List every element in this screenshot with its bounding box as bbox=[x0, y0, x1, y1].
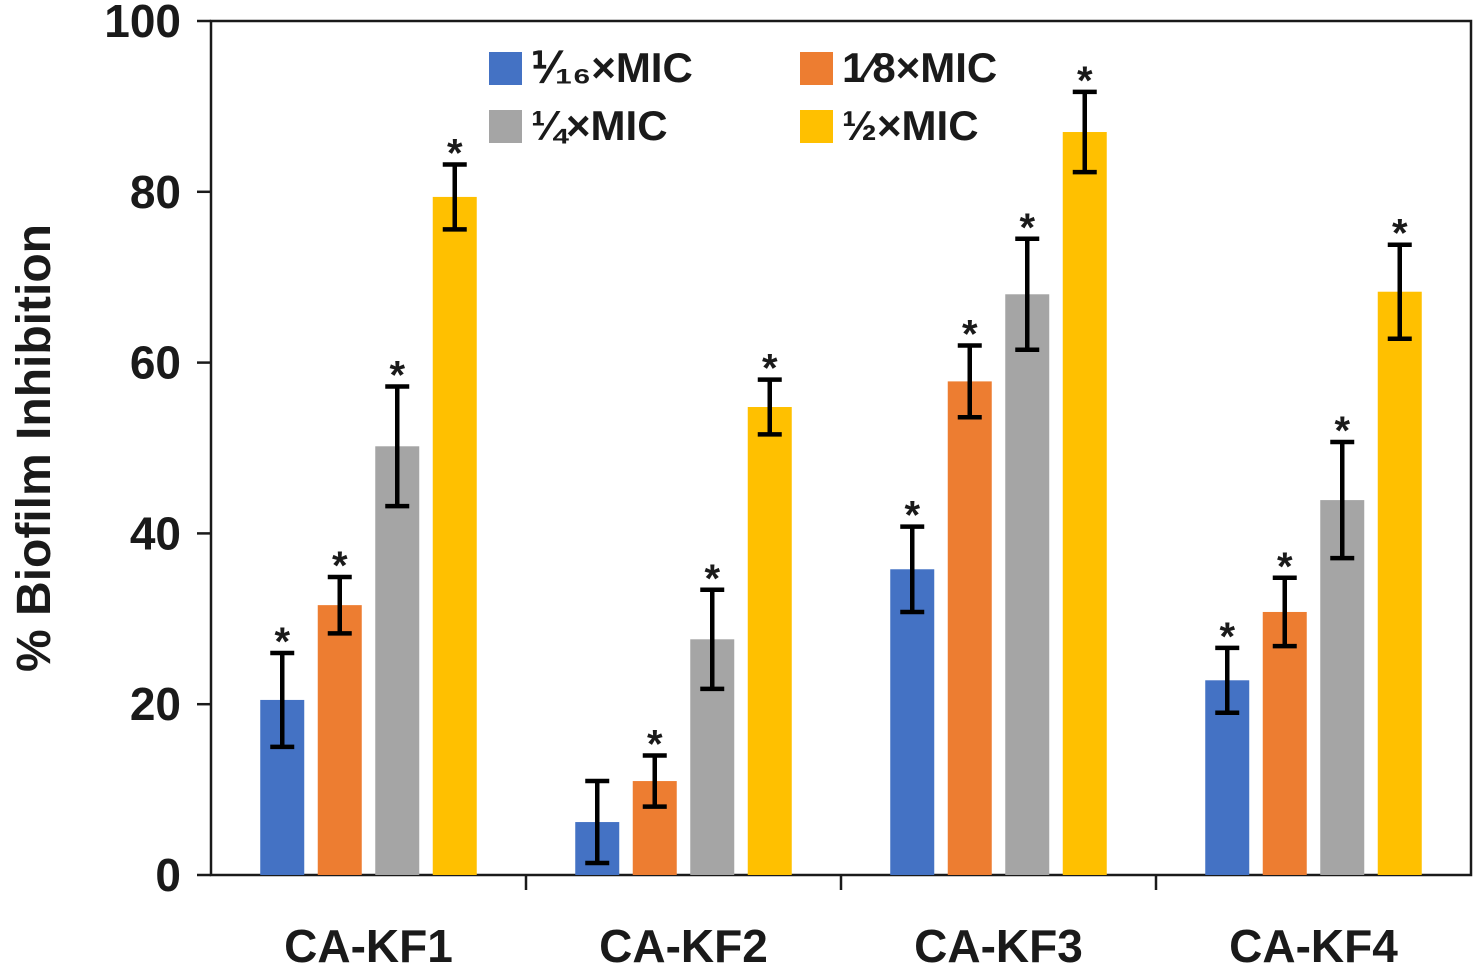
error-bar bbox=[900, 524, 925, 615]
significance-marker: * bbox=[1277, 545, 1293, 589]
y-tick-label: 0 bbox=[155, 849, 181, 901]
y-tick-label: 40 bbox=[130, 507, 181, 559]
legend-swatch bbox=[800, 110, 833, 143]
x-category-label: CA-KF4 bbox=[1229, 920, 1398, 972]
legend-label: ⅟₁₆×MIC bbox=[531, 44, 693, 91]
error-bar bbox=[585, 778, 610, 866]
legend-swatch bbox=[489, 52, 522, 85]
error-bar bbox=[1330, 439, 1355, 561]
error-bar bbox=[1072, 89, 1097, 175]
error-bar bbox=[327, 574, 352, 636]
bar bbox=[317, 605, 362, 875]
bar bbox=[1005, 294, 1050, 875]
legend-label: ½×MIC bbox=[842, 102, 979, 149]
error-bar bbox=[700, 587, 725, 692]
legend-label: ¼×MIC bbox=[531, 102, 668, 149]
error-bar bbox=[1272, 575, 1297, 649]
bar bbox=[1062, 132, 1107, 875]
error-bar bbox=[757, 377, 782, 437]
y-axis-title: % Biofilm Inhibition bbox=[8, 224, 61, 672]
bar bbox=[947, 381, 992, 875]
error-bar bbox=[1215, 645, 1240, 715]
x-category-label: CA-KF3 bbox=[914, 920, 1083, 972]
significance-marker: * bbox=[1334, 409, 1350, 453]
error-bar bbox=[270, 650, 295, 750]
y-tick-label: 80 bbox=[130, 166, 181, 218]
bar bbox=[1262, 611, 1307, 875]
legend-item: ½×MIC bbox=[800, 102, 979, 149]
significance-marker: * bbox=[389, 354, 405, 398]
legend-item: ¼×MIC bbox=[489, 102, 668, 149]
significance-marker: * bbox=[647, 722, 663, 766]
error-bar bbox=[957, 343, 982, 420]
significance-marker: * bbox=[904, 494, 920, 538]
bar bbox=[1320, 500, 1365, 875]
significance-marker: * bbox=[447, 131, 463, 175]
significance-marker: * bbox=[332, 544, 348, 588]
legend-swatch bbox=[800, 52, 833, 85]
x-category-label: CA-KF2 bbox=[599, 920, 768, 972]
y-tick-label: 20 bbox=[130, 678, 181, 730]
x-category-label: CA-KF1 bbox=[284, 920, 453, 972]
bar bbox=[375, 446, 420, 875]
significance-marker: * bbox=[762, 347, 778, 391]
error-bar bbox=[1387, 242, 1412, 341]
significance-marker: * bbox=[704, 557, 720, 601]
significance-marker: * bbox=[1392, 212, 1408, 256]
legend-item: ⅟₁₆×MIC bbox=[489, 44, 693, 91]
significance-marker: * bbox=[1019, 206, 1035, 250]
legend-item: 1⁄8×MIC bbox=[800, 44, 997, 91]
error-bar bbox=[385, 384, 410, 509]
bar bbox=[747, 407, 792, 875]
error-bar bbox=[1015, 236, 1040, 353]
bar bbox=[890, 569, 935, 875]
error-bar bbox=[642, 753, 667, 809]
significance-marker: * bbox=[274, 620, 290, 664]
bar bbox=[1377, 291, 1422, 875]
y-tick-label: 100 bbox=[104, 0, 181, 47]
y-tick-label: 60 bbox=[130, 337, 181, 389]
significance-marker: * bbox=[1219, 615, 1235, 659]
bar bbox=[432, 196, 477, 875]
legend-swatch bbox=[489, 110, 522, 143]
significance-marker: * bbox=[1077, 59, 1093, 103]
legend-label: 1⁄8×MIC bbox=[842, 44, 997, 91]
significance-marker: * bbox=[962, 313, 978, 357]
error-bar bbox=[442, 162, 467, 232]
